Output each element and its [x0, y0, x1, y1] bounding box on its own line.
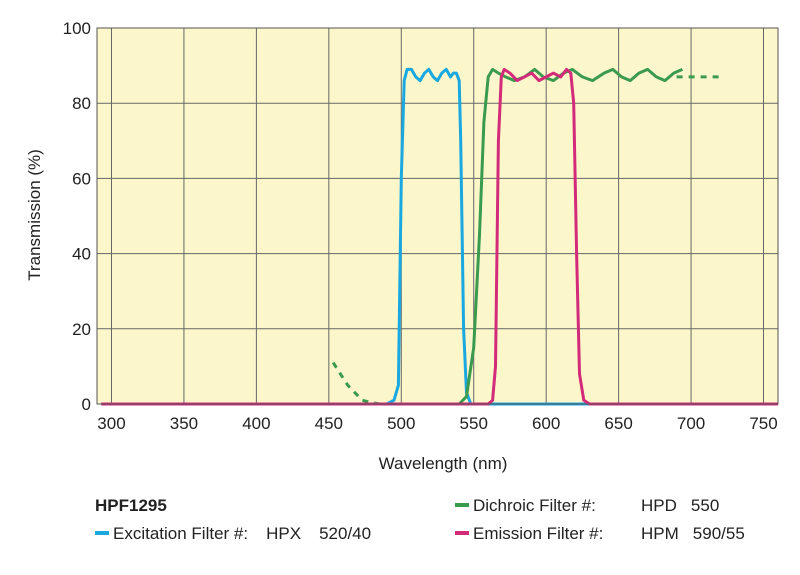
dichroic-dashed-0 — [331, 361, 380, 406]
x-tick-9: 750 — [749, 414, 777, 433]
plot-frame — [96, 27, 779, 405]
x-tick-8: 700 — [677, 414, 705, 433]
legend-item-emission: Emission Filter #: HPM 590/55 — [455, 524, 745, 544]
excitation-curve — [101, 67, 778, 406]
dichroic-label: Dichroic Filter #: — [473, 496, 596, 515]
x-tick-5: 550 — [460, 414, 488, 433]
y-axis-label: Transmission (%) — [25, 149, 44, 281]
x-axis-label: Wavelength (nm) — [379, 454, 508, 473]
series-group — [101, 67, 778, 406]
x-tick-1: 350 — [170, 414, 198, 433]
y-tick-3: 60 — [72, 169, 91, 188]
emission-value: 590/55 — [692, 524, 745, 543]
excitation-code: HPX — [266, 524, 302, 543]
product-code: HPF1295 — [95, 496, 167, 515]
excitation-label: Excitation Filter #: — [113, 524, 249, 543]
x-tick-6: 600 — [532, 414, 560, 433]
transmission-chart: 300 350 400 450 500 550 600 650 700 750 0 20 40 60 80… — [25, 19, 779, 473]
y-tick-4: 80 — [72, 94, 91, 113]
emission-label: Emission Filter #: — [473, 524, 604, 543]
dichroic-value: 550 — [690, 496, 720, 515]
plot-background — [97, 28, 778, 404]
dichroic-code: HPD — [641, 496, 677, 515]
x-tick-0: 300 — [97, 414, 125, 433]
y-tick-5: 100 — [63, 19, 91, 38]
emission-curve — [101, 67, 778, 406]
dichroic-swatch — [455, 502, 469, 507]
y-tick-2: 40 — [72, 245, 91, 264]
y-tick-labels: 0 20 40 60 80 100 — [63, 19, 91, 414]
x-tick-labels: 300 350 400 450 500 550 600 650 700 750 — [97, 414, 777, 433]
emission-code: HPM — [641, 524, 679, 543]
x-tick-3: 450 — [315, 414, 343, 433]
emission-swatch — [455, 530, 469, 535]
legend-item-dichroic: Dichroic Filter #: HPD 550 — [455, 496, 719, 516]
dichroic-curve — [101, 67, 683, 406]
y-tick-0: 0 — [82, 395, 91, 414]
x-tick-2: 400 — [242, 414, 270, 433]
x-tick-4: 500 — [387, 414, 415, 433]
excitation-swatch — [95, 530, 109, 535]
x-tick-7: 650 — [604, 414, 632, 433]
excitation-value: 520/40 — [319, 524, 372, 543]
y-tick-1: 20 — [72, 320, 91, 339]
legend-item-excitation: Excitation Filter #: HPX 520/40 — [95, 524, 371, 544]
